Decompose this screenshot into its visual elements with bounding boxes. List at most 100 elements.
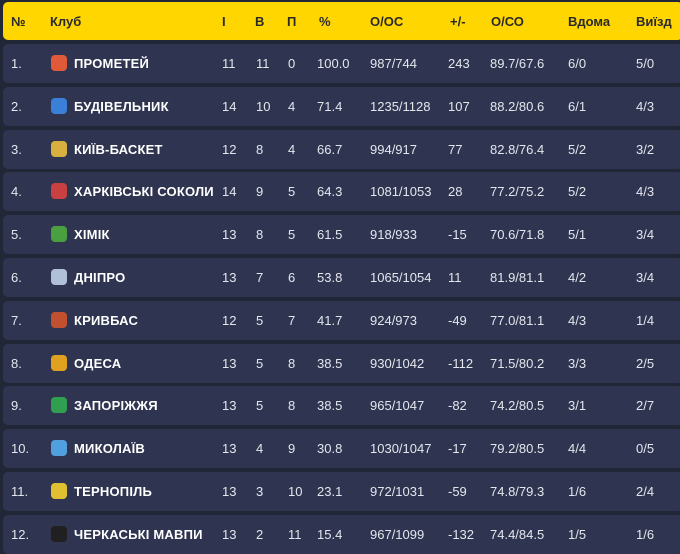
col-games: І xyxy=(222,13,226,29)
club-logo-icon xyxy=(51,55,67,71)
home-record: 5/1 xyxy=(568,227,587,243)
club-logo-icon xyxy=(51,397,67,414)
avg-for-against: 82.8/76.4 xyxy=(490,141,545,157)
club-name[interactable]: ОДЕСА xyxy=(74,355,122,371)
club-name[interactable]: ДНІПРО xyxy=(74,270,126,285)
wins: 11 xyxy=(256,56,270,71)
club-name[interactable]: КИЇВ-БАСКЕТ xyxy=(74,141,163,157)
table-row[interactable]: 3. КИЇВ-БАСКЕТ 12 8 4 66.7 994/917 77 82.8/76.4 5… xyxy=(3,129,680,169)
losses: 9 xyxy=(288,441,296,457)
position: 9. xyxy=(11,398,22,414)
point-diff: -49 xyxy=(448,312,467,328)
col-pct: % xyxy=(319,13,331,29)
away-record: 4/3 xyxy=(636,184,655,200)
home-record: 1/6 xyxy=(568,484,587,499)
avg-for-against: 79.2/80.5 xyxy=(490,441,545,457)
position: 8. xyxy=(11,355,22,371)
points-for-against: 930/1042 xyxy=(370,355,425,371)
avg-for-against: 88.2/80.6 xyxy=(490,98,545,114)
wins: 7 xyxy=(256,270,264,285)
avg-for-against: 89.7/67.6 xyxy=(490,56,545,71)
table-row[interactable]: 12. ЧЕРКАСЬКІ МАВПИ 13 2 11 15.4 967/1099 -132 7… xyxy=(3,514,680,554)
point-diff: -132 xyxy=(448,526,475,542)
home-record: 5/2 xyxy=(568,184,587,200)
club-name[interactable]: МИКОЛАЇВ xyxy=(74,441,145,457)
position: 1. xyxy=(11,56,22,71)
away-record: 2/5 xyxy=(636,355,655,371)
wins: 3 xyxy=(256,484,264,499)
losses: 8 xyxy=(288,398,296,414)
home-record: 4/2 xyxy=(568,270,587,285)
table-row[interactable]: 10. МИКОЛАЇВ 13 4 9 30.8 1030/1047 -17 79.2/80.5… xyxy=(3,429,680,469)
table-row[interactable]: 7. КРИВБАС 12 5 7 41.7 924/973 -49 77.0/81.1 4/3 1… xyxy=(3,300,680,340)
home-record: 6/0 xyxy=(568,56,587,71)
away-record: 2/7 xyxy=(636,398,655,414)
away-record: 5/0 xyxy=(636,56,655,71)
wins: 5 xyxy=(256,312,264,328)
point-diff: -82 xyxy=(448,398,467,414)
away-record: 1/6 xyxy=(636,526,655,542)
club-name[interactable]: ЗАПОРІЖЖЯ xyxy=(74,398,158,414)
avg-for-against: 74.8/79.3 xyxy=(490,484,545,499)
games: 12 xyxy=(222,312,237,328)
points-for-against: 965/1047 xyxy=(370,398,425,414)
table-row[interactable]: 5. ХІМІК 13 8 5 61.5 918/933 -15 70.6/71.8 5/1 3/4 xyxy=(3,215,680,255)
position: 7. xyxy=(11,312,22,328)
club-name[interactable]: БУДІВЕЛЬНИК xyxy=(74,98,169,114)
away-record: 0/5 xyxy=(636,441,655,457)
table-row[interactable]: 9. ЗАПОРІЖЖЯ 13 5 8 38.5 965/1047 -82 74.2/80.5 3… xyxy=(3,386,680,426)
points-for-against: 967/1099 xyxy=(370,526,425,542)
win-pct: 41.7 xyxy=(317,312,343,328)
losses: 8 xyxy=(288,355,296,371)
col-diff: +/- xyxy=(450,13,466,29)
club-logo-icon xyxy=(51,226,67,243)
wins: 9 xyxy=(256,184,264,200)
games: 12 xyxy=(222,141,237,157)
club-name[interactable]: ПРОМЕТЕЙ xyxy=(74,56,150,71)
wins: 2 xyxy=(256,526,264,542)
home-record: 3/3 xyxy=(568,355,587,371)
table-row[interactable]: 11. ТЕРНОПІЛЬ 13 3 10 23.1 972/1031 -59 74.8/79.… xyxy=(3,472,680,511)
club-name[interactable]: ТЕРНОПІЛЬ xyxy=(74,484,153,499)
table-row[interactable]: 4. ХАРКІВСЬКІ СОКОЛИ 14 9 5 64.3 1081/1053 28 77… xyxy=(3,172,680,212)
point-diff: -17 xyxy=(448,441,467,457)
position: 4. xyxy=(11,184,22,200)
club-name[interactable]: ЧЕРКАСЬКІ МАВПИ xyxy=(74,526,203,542)
club-name[interactable]: ХІМІК xyxy=(74,227,110,243)
points-for-against: 987/744 xyxy=(370,56,417,71)
games: 13 xyxy=(222,355,237,371)
games: 11 xyxy=(222,56,236,71)
col-wins: В xyxy=(255,13,265,29)
away-record: 3/2 xyxy=(636,141,655,157)
position: 10. xyxy=(11,441,30,457)
table-row[interactable]: 2. БУДІВЕЛЬНИК 14 10 4 71.4 1235/1128 107 88.2/8… xyxy=(3,86,680,126)
club-name[interactable]: КРИВБАС xyxy=(74,312,139,328)
point-diff: 107 xyxy=(448,98,470,114)
club-logo-icon xyxy=(51,140,67,157)
away-record: 1/4 xyxy=(636,312,655,328)
point-diff: -15 xyxy=(448,227,467,243)
avg-for-against: 81.9/81.1 xyxy=(490,270,545,285)
home-record: 4/3 xyxy=(568,312,587,328)
table-row[interactable]: 8. ОДЕСА 13 5 8 38.5 930/1042 -112 71.5/80.2 3/3 2… xyxy=(3,343,680,383)
table-row[interactable]: 1. ПРОМЕТЕЙ 11 11 0 100.0 987/744 243 89.7/67.6 6… xyxy=(3,44,680,83)
avg-for-against: 74.4/84.5 xyxy=(490,526,545,542)
games: 13 xyxy=(222,227,237,243)
avg-for-against: 77.0/81.1 xyxy=(490,312,545,328)
position: 11. xyxy=(11,484,29,499)
club-name[interactable]: ХАРКІВСЬКІ СОКОЛИ xyxy=(74,184,214,200)
home-record: 4/4 xyxy=(568,441,587,457)
point-diff: 77 xyxy=(448,141,463,157)
col-pos: № xyxy=(11,13,26,29)
table-row[interactable]: 6. ДНІПРО 13 7 6 53.8 1065/1054 11 81.9/81.1 4/2 3… xyxy=(3,258,680,297)
losses: 4 xyxy=(288,141,296,157)
wins: 10 xyxy=(256,98,271,114)
points-for-against: 994/917 xyxy=(370,141,417,157)
away-record: 3/4 xyxy=(636,227,655,243)
points-for-against: 1065/1054 xyxy=(370,270,432,285)
losses: 4 xyxy=(288,98,296,114)
col-home: Вдома xyxy=(568,13,611,29)
games: 14 xyxy=(222,98,237,114)
home-record: 5/2 xyxy=(568,141,587,157)
win-pct: 38.5 xyxy=(317,355,343,371)
